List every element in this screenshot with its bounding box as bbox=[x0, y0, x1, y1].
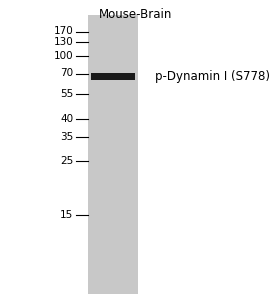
Text: 55: 55 bbox=[60, 89, 73, 100]
Text: 70: 70 bbox=[60, 68, 73, 79]
Bar bbox=[91, 73, 135, 80]
Text: Mouse-Brain: Mouse-Brain bbox=[99, 8, 172, 20]
Bar bbox=[88, 15, 138, 294]
Text: 100: 100 bbox=[54, 50, 73, 61]
Text: 25: 25 bbox=[60, 155, 73, 166]
Text: 170: 170 bbox=[53, 26, 73, 37]
Text: p-Dynamin I (S778): p-Dynamin I (S778) bbox=[155, 70, 270, 83]
Text: 35: 35 bbox=[60, 131, 73, 142]
Text: 130: 130 bbox=[53, 37, 73, 47]
Text: 40: 40 bbox=[60, 113, 73, 124]
Text: 15: 15 bbox=[60, 209, 73, 220]
